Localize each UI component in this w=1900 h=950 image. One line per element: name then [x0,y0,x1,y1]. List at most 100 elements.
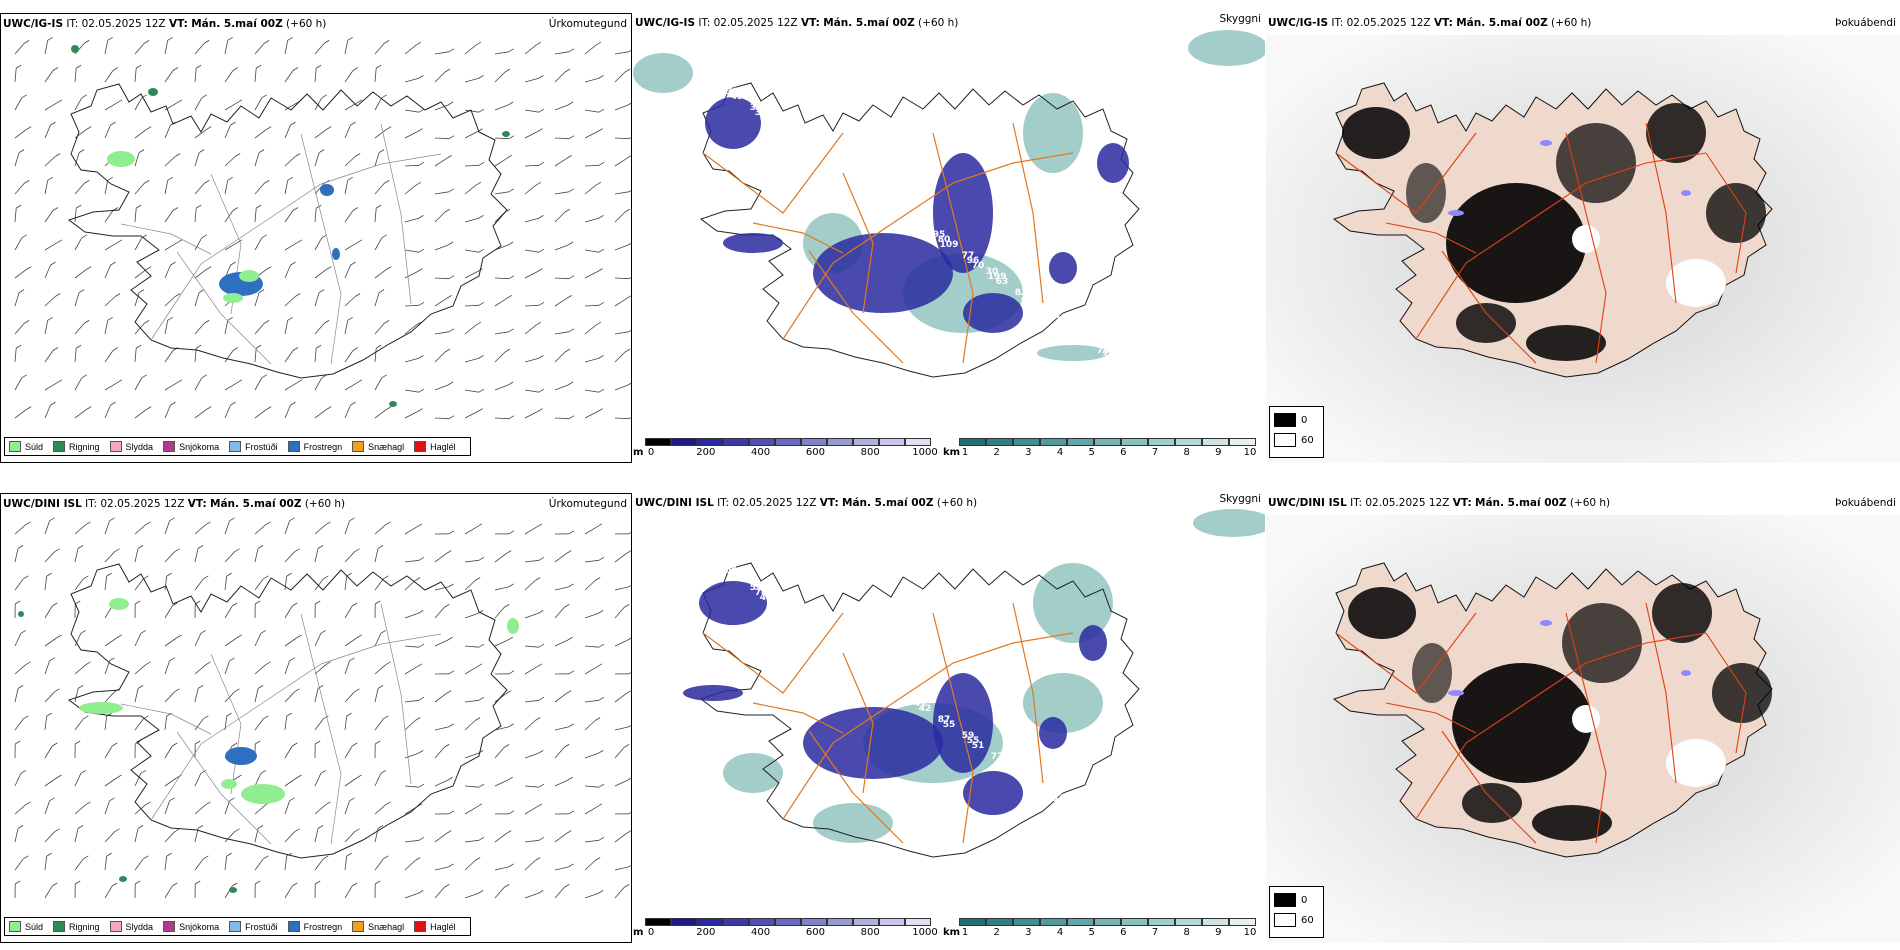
wind-barb-flag [51,742,58,747]
wind-barb [434,866,449,871]
wind-barb-flag [507,636,513,641]
wind-barb-flag [17,685,24,689]
road-line [120,703,212,735]
cloud-base-label: 51 [972,741,985,751]
colorbar-tick-label: 200 [696,447,716,458]
wind-barb-flag [205,661,211,666]
wind-barb-flag [597,750,604,754]
road-line [1645,122,1677,304]
wind-barb [344,551,355,563]
wind-barb [194,183,205,195]
cloud-base-area [813,233,953,313]
wind-barb-flag [538,388,545,393]
wind-barb-flag [107,316,113,321]
fog-index-panel-top: UWC/IG-IS IT: 02.05.2025 12Z VT: Mán. 5.… [1266,13,1900,463]
fog-index-legend: 0 60 [1269,886,1324,938]
fog-index-map [1266,515,1900,943]
wind-barb [584,580,596,591]
wind-barb [44,660,50,675]
wind-barb-flag [417,408,423,412]
wind-barb [374,578,384,591]
wind-barb [614,51,629,55]
wind-barb [374,773,382,787]
wind-barb [614,586,629,591]
wind-barb [44,350,54,363]
wind-barb [284,800,290,815]
cloud-base-label: 74 [1097,346,1110,356]
cloud-base-label: 73 [861,182,874,192]
precip-area [18,611,24,617]
wind-barb-flag [325,266,332,270]
wind-barb [494,553,507,563]
cloud-base-label: 70 [1025,778,1038,788]
wind-barb-flag [47,316,53,321]
wind-barb-flag [201,234,208,239]
wind-barb-flag [448,328,455,333]
wind-barb [44,264,51,279]
colorbar-tick-label: 9 [1215,927,1222,938]
wind-barb [314,68,317,83]
wind-barb [434,244,449,251]
wind-barb [284,296,296,307]
cloud-base-label: 57 [827,156,840,166]
wind-barb-flag [567,776,573,781]
wind-barb-flag [351,882,358,887]
precip-type-panel-bottom: UWC/DINI ISL IT: 02.05.2025 12Z VT: Mán.… [0,493,632,943]
wind-barb-flag [203,575,209,580]
wind-barb [434,71,446,83]
wind-barb [134,129,147,139]
wind-barb [284,716,288,731]
wind-barb-flag [143,575,149,580]
wind-barb-flag [50,121,56,126]
wind-barb [14,292,20,307]
wind-barb-flag [628,864,631,868]
wind-barb [44,745,53,759]
wind-barb [254,68,257,83]
wind-barb [314,828,319,843]
wind-barb-flag [20,769,27,774]
wind-barb-flag [145,801,151,806]
wind-barb [524,78,539,83]
wind-barb-flag [534,857,541,861]
cloud-base-label: 78 [755,588,768,598]
wind-barb-flag [203,320,210,324]
cloud-base-area [933,153,993,273]
wind-barb-flag [75,64,82,69]
wind-barb [554,586,569,591]
wind-barb-flag [81,234,88,239]
legend-label: Snæhagl [368,921,405,932]
wind-barb [584,785,599,788]
colorbar-segment [1040,438,1067,446]
lead-time: (+60 h) [286,18,327,30]
fog-index-dark-area [1462,783,1522,823]
vt-label: VT: [819,497,839,509]
wind-barb [524,526,538,535]
wind-barb-flag [137,545,144,549]
fog-index-dark-area [1446,183,1586,303]
legend-item: Snæhagl [352,441,404,452]
wind-barb-flag [350,121,356,126]
wind-barb [284,404,291,419]
colorbar-segment [905,918,931,926]
it-value: 02.05.2025 12Z [713,17,798,29]
wind-barb [224,831,235,843]
wind-barb-flag [563,744,570,748]
wind-barb-flag [537,610,544,614]
wind-barb [74,858,84,871]
cloud-base-label: 80 [938,235,951,245]
wind-barb [164,404,171,419]
visibility-panel-top: UWC/IG-IS IT: 02.05.2025 12Z VT: Mán. 5.… [633,13,1265,463]
wind-barb-flag [194,740,201,745]
wind-barb-flag [444,68,451,73]
wind-barb-flag [236,634,242,639]
wind-barb [614,607,625,619]
wind-barb [284,124,291,139]
wind-barb [494,351,506,363]
colorbar-segment [1121,438,1148,446]
wind-barb [14,68,17,83]
wind-barb [614,104,629,111]
visibility-area [1037,345,1109,361]
fog-legend-swatch [1274,413,1296,427]
wind-barb [254,664,266,675]
wind-barb [494,71,506,83]
